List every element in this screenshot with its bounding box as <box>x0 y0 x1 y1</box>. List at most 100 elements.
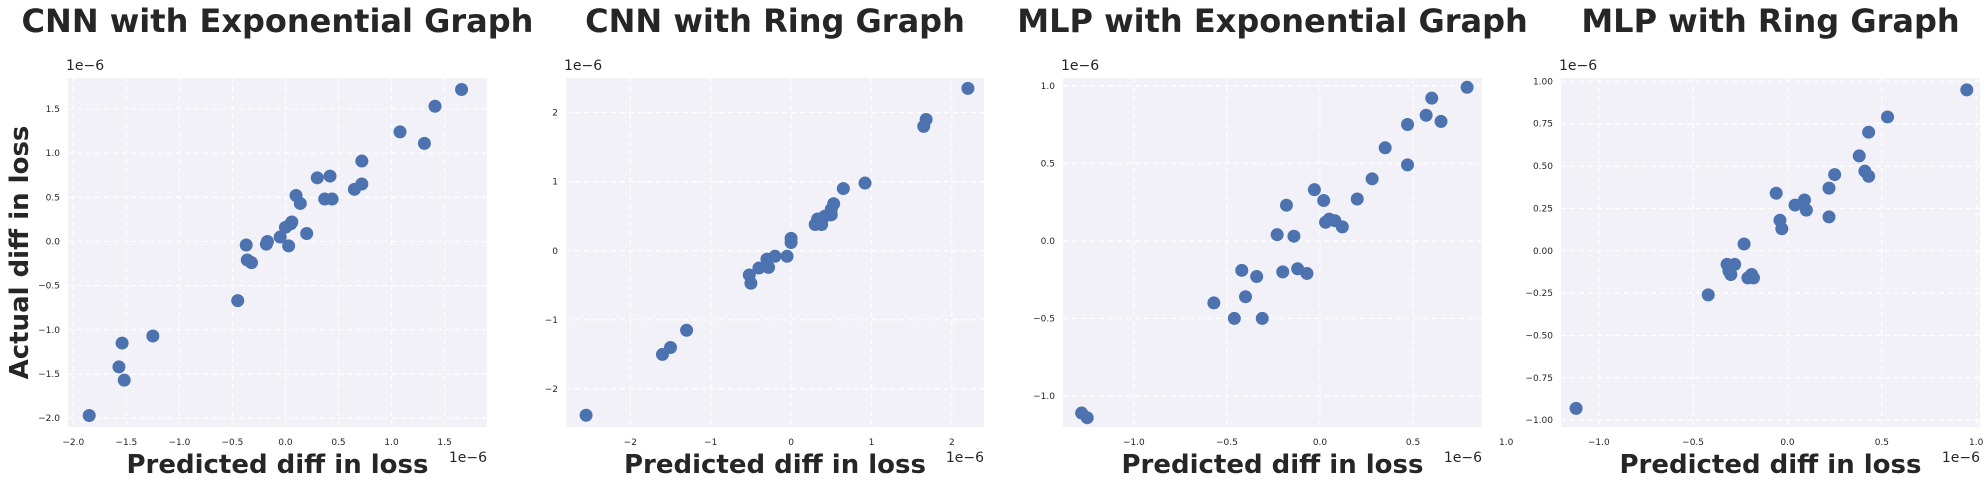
data-point <box>1460 80 1474 94</box>
data-point <box>664 341 677 355</box>
data-point <box>310 171 324 185</box>
chart-panel-4: −1.0 −0.5 0.0 0.5 1.0 −1.00 −0.75 −0.50 −0.25 0.0… <box>1525 2 1983 480</box>
y-tick-label: 0.5 <box>1041 159 1055 169</box>
y-tick-label: −0.5 <box>38 282 60 292</box>
data-point <box>455 82 469 96</box>
data-point <box>752 261 766 275</box>
x-tick-label: 1.0 <box>1969 438 1984 448</box>
data-point <box>1799 203 1813 217</box>
data-point <box>231 294 245 308</box>
data-point <box>1401 158 1415 172</box>
x-tick-label: −0.5 <box>1216 438 1238 448</box>
data-point <box>762 260 776 274</box>
data-point <box>780 249 794 263</box>
x-tick-label: 1.0 <box>384 438 399 448</box>
data-point <box>355 154 369 168</box>
data-point <box>1828 168 1842 182</box>
y-tick-label: 1.00 <box>1533 77 1553 87</box>
data-point <box>768 249 782 263</box>
x-axis-label: Predicted diff in loss <box>624 450 926 480</box>
y-offset-label: 1e−6 <box>1061 58 1099 74</box>
data-point <box>1227 311 1241 325</box>
data-point <box>1279 198 1293 212</box>
data-point <box>146 329 160 343</box>
x-tick-label: −2.0 <box>62 438 84 448</box>
y-offset-label: 1e−6 <box>1559 58 1597 74</box>
data-point <box>1737 237 1751 251</box>
x-axis-label: Predicted diff in loss <box>126 450 428 480</box>
x-tick-label: −1.0 <box>1588 438 1610 448</box>
data-point <box>117 373 131 387</box>
data-point <box>827 197 841 211</box>
data-point <box>1307 183 1321 197</box>
data-point <box>680 323 694 337</box>
data-point <box>1276 265 1290 279</box>
data-point <box>282 239 296 253</box>
data-point <box>1747 271 1761 285</box>
x-offset-label: 1e−6 <box>946 450 984 466</box>
x-tick-label: 0 <box>788 438 794 448</box>
data-point <box>1235 263 1249 277</box>
y-tick-label: 0.0 <box>46 237 61 247</box>
data-point <box>858 176 872 190</box>
x-tick-label: −1.0 <box>1123 438 1145 448</box>
y-tick-label: −2 <box>545 385 558 395</box>
data-point <box>1238 290 1252 304</box>
x-axis-label: Predicted diff in loss <box>1619 450 1921 480</box>
data-point <box>1378 141 1392 155</box>
x-tick-label: 1.0 <box>1499 438 1514 448</box>
data-point <box>1852 149 1866 163</box>
data-point <box>1822 210 1836 224</box>
y-axis-label: Actual diff in loss <box>5 126 35 380</box>
x-tick-label: 0.0 <box>1313 438 1328 448</box>
data-point <box>836 182 850 196</box>
data-point <box>355 177 369 191</box>
data-point <box>1701 288 1715 302</box>
y-tick-label: 1 <box>552 178 558 188</box>
data-point <box>417 136 431 150</box>
chart-title: CNN with Exponential Graph <box>22 2 534 40</box>
data-point <box>784 231 798 245</box>
x-tick-label: 2 <box>949 438 955 448</box>
y-tick-label: −0.50 <box>1525 332 1553 342</box>
y-tick-label: −1.00 <box>1525 416 1553 426</box>
data-point <box>285 215 299 229</box>
data-point <box>300 227 314 241</box>
chart-title: MLP with Exponential Graph <box>1017 2 1528 40</box>
x-tick-label: 0.5 <box>1875 438 1889 448</box>
x-tick-label: −2 <box>624 438 637 448</box>
x-tick-label: −0.5 <box>221 438 243 448</box>
data-point <box>1724 268 1738 282</box>
x-tick-label: 0.0 <box>1780 438 1795 448</box>
data-point <box>579 408 593 422</box>
data-point <box>1569 401 1583 415</box>
y-tick-label: 2 <box>552 109 558 119</box>
y-tick-label: 0 <box>552 247 558 257</box>
data-point <box>1080 411 1094 425</box>
data-point <box>1881 110 1895 124</box>
data-point <box>1960 83 1974 97</box>
data-point <box>1300 266 1314 280</box>
chart-title: MLP with Ring Graph <box>1581 2 1959 40</box>
chart-panel-3: −1.0 −0.5 0.0 0.5 1.0 −1.0 −0.5 0.0 0.5 1.0 MLP wi… <box>1017 2 1528 480</box>
data-point <box>744 276 758 290</box>
y-tick-label: −1 <box>545 316 558 326</box>
data-point <box>325 192 339 206</box>
y-tick-label: −2.0 <box>38 414 60 424</box>
y-offset-label: 1e−6 <box>66 58 104 74</box>
y-tick-label: −1.0 <box>1033 392 1055 402</box>
plot-area <box>1063 78 1482 427</box>
y-tick-label: −0.75 <box>1525 374 1553 384</box>
x-tick-label: −0.5 <box>1682 438 1704 448</box>
data-point <box>1822 181 1836 195</box>
data-point <box>1401 118 1415 132</box>
data-point <box>1728 257 1742 271</box>
y-tick-label: 0.0 <box>1041 237 1056 247</box>
data-point <box>323 169 337 183</box>
data-point <box>1317 194 1331 208</box>
y-tick-label: −0.5 <box>1033 314 1055 324</box>
x-tick-label: 1.5 <box>437 438 451 448</box>
x-offset-label: 1e−6 <box>1942 450 1980 466</box>
data-point <box>1434 114 1448 128</box>
